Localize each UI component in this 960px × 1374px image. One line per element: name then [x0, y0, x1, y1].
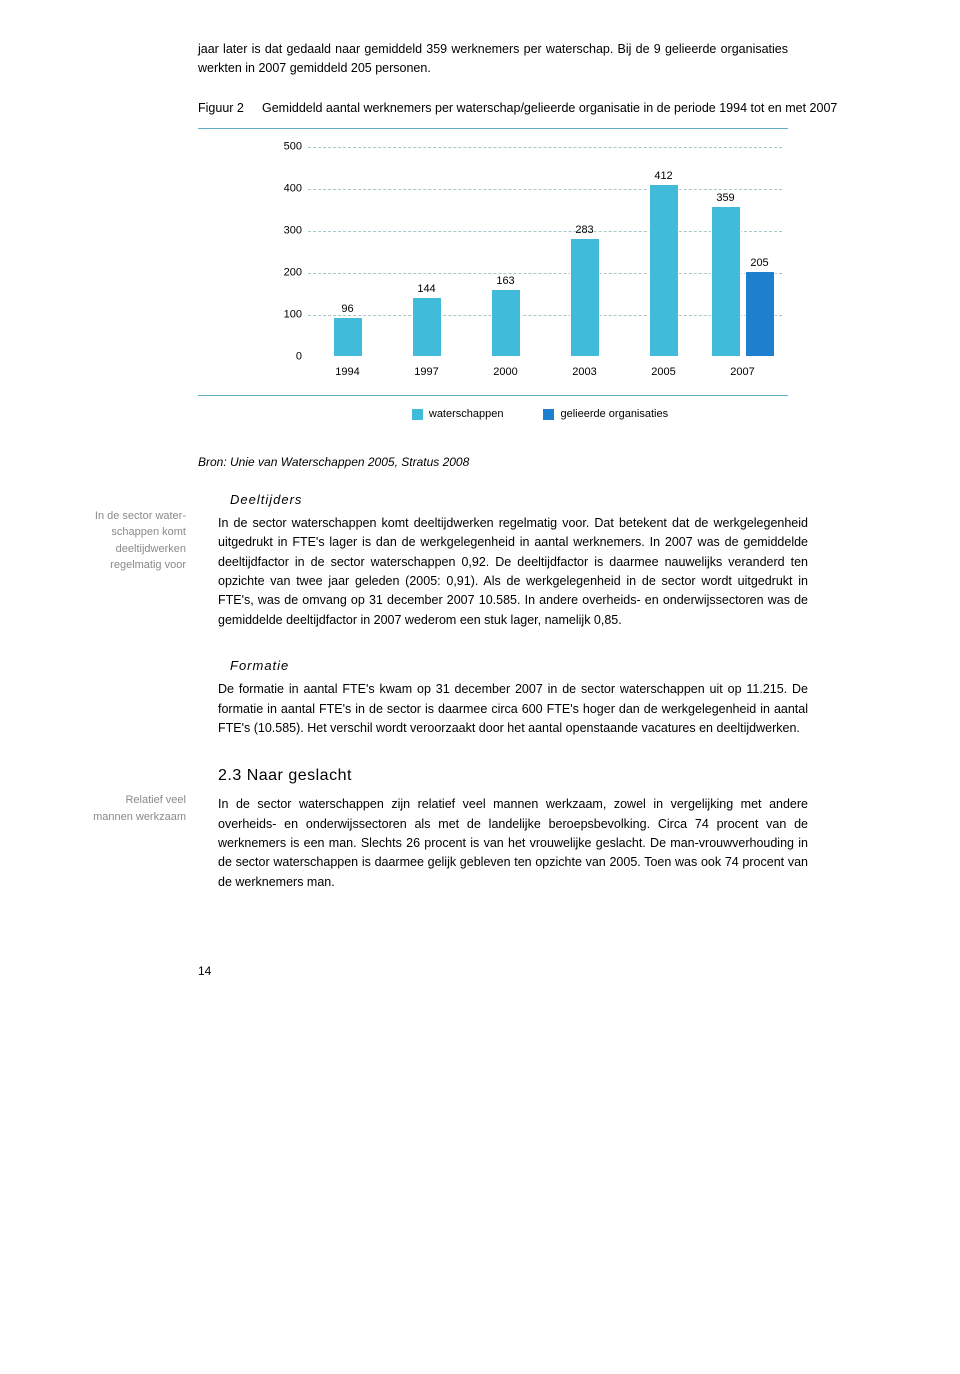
- y-axis-label: 500: [262, 139, 302, 156]
- figure-heading: Figuur 2 Gemiddeld aantal werknemers per…: [198, 99, 870, 118]
- legend-label: waterschappen: [429, 406, 504, 423]
- page-number: 14: [198, 962, 870, 981]
- section-formatie: Formatie De formatie in aantal FTE's kwa…: [90, 656, 870, 738]
- bar: 412: [649, 184, 679, 357]
- bar: 205: [745, 271, 775, 357]
- bar-group: 96: [333, 147, 363, 357]
- bar-value-label: 163: [496, 273, 514, 290]
- body-geslacht: In de sector waterschappen zijn relatief…: [218, 795, 808, 892]
- bar-group: 144: [412, 147, 442, 357]
- chart-container: 96144163283412359205 0100200300400500199…: [262, 129, 850, 387]
- bar-value-label: 205: [750, 255, 768, 272]
- bar-value-label: 96: [341, 301, 353, 318]
- legend-label: gelieerde organisaties: [560, 406, 668, 423]
- y-axis-label: 300: [262, 223, 302, 240]
- margin-note-formatie: [90, 656, 198, 738]
- chart-legend: waterschappen gelieerde organisaties: [210, 406, 870, 423]
- bar: 283: [570, 238, 600, 357]
- bar: 163: [491, 289, 521, 357]
- figure-title: Gemiddeld aantal werknemers per watersch…: [262, 99, 870, 118]
- bar-group: 283: [570, 147, 600, 357]
- figure-divider-bottom: [198, 395, 788, 396]
- legend-swatch: [543, 409, 554, 420]
- x-axis-label: 2003: [572, 364, 596, 381]
- bar-group: 359205: [711, 147, 775, 357]
- subhead-formatie: Formatie: [230, 656, 808, 676]
- bar: 359: [711, 206, 741, 357]
- y-axis-label: 200: [262, 265, 302, 282]
- bar-group: 412: [649, 147, 679, 357]
- x-axis-label: 2005: [651, 364, 675, 381]
- bar-value-label: 412: [654, 168, 672, 185]
- y-axis-label: 100: [262, 307, 302, 324]
- x-axis-label: 1994: [335, 364, 359, 381]
- bar: 96: [333, 317, 363, 357]
- section-geslacht: Relatief veel mannen werkzaam 2.3 Naar g…: [90, 764, 870, 892]
- figure-source: Bron: Unie van Waterschappen 2005, Strat…: [198, 453, 870, 472]
- margin-note-deeltijders: In de sector water- schappen komt deelti…: [90, 490, 198, 630]
- bar-value-label: 283: [575, 222, 593, 239]
- bar-chart: 96144163283412359205 0100200300400500199…: [262, 147, 782, 387]
- section-deeltijders: In de sector water- schappen komt deelti…: [90, 490, 870, 630]
- legend-item: waterschappen: [412, 406, 504, 423]
- heading-geslacht: 2.3 Naar geslacht: [218, 764, 808, 789]
- figure-label: Figuur 2: [198, 99, 262, 118]
- bar-value-label: 359: [716, 190, 734, 207]
- intro-paragraph: jaar later is dat gedaald naar gemiddeld…: [198, 40, 788, 79]
- body-deeltijders: In de sector waterschappen komt deeltijd…: [218, 514, 808, 630]
- bar: 144: [412, 297, 442, 357]
- legend-item: gelieerde organisaties: [543, 406, 668, 423]
- body-formatie: De formatie in aantal FTE's kwam op 31 d…: [218, 680, 808, 738]
- subhead-deeltijders: Deeltijders: [230, 490, 808, 510]
- x-axis-label: 2000: [493, 364, 517, 381]
- x-axis-label: 2007: [730, 364, 754, 381]
- y-axis-label: 400: [262, 181, 302, 198]
- bar-value-label: 144: [417, 281, 435, 298]
- y-axis-label: 0: [262, 349, 302, 366]
- legend-swatch: [412, 409, 423, 420]
- bar-group: 163: [491, 147, 521, 357]
- margin-note-geslacht: Relatief veel mannen werkzaam: [90, 764, 198, 892]
- x-axis-label: 1997: [414, 364, 438, 381]
